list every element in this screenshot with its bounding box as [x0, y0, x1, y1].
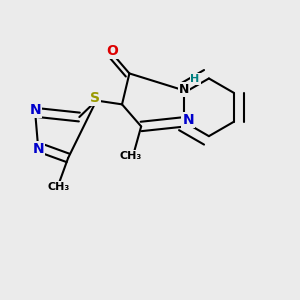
Text: N: N	[182, 113, 194, 127]
Text: CH₃: CH₃	[48, 182, 70, 192]
Text: H: H	[190, 74, 200, 84]
Text: N: N	[179, 83, 189, 96]
Text: CH₃: CH₃	[120, 151, 142, 161]
Text: S: S	[90, 91, 100, 105]
Text: N: N	[29, 103, 41, 117]
Text: N: N	[32, 142, 44, 156]
Text: O: O	[106, 44, 118, 58]
